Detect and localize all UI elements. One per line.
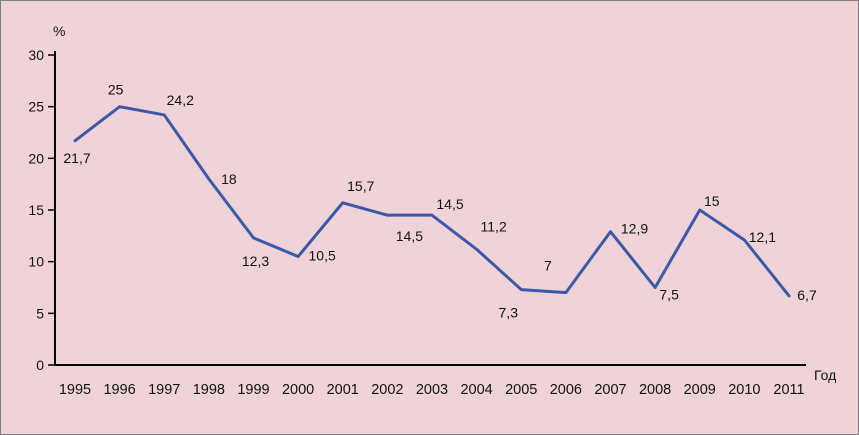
y-tick-label: 15	[28, 202, 44, 218]
point-label: 7,5	[659, 287, 679, 303]
y-axis-title: %	[53, 23, 65, 39]
x-tick-label: 2008	[639, 382, 671, 398]
data-line	[73, 105, 791, 298]
x-tick-label: 2001	[327, 382, 359, 398]
y-tick-label: 25	[28, 99, 44, 115]
point-label: 14,5	[436, 196, 463, 212]
x-tick-label: 2002	[371, 382, 403, 398]
x-tick-label: 1999	[237, 382, 269, 398]
point-label: 18	[221, 171, 237, 187]
point-label: 12,9	[621, 221, 648, 237]
point-label: 24,2	[167, 92, 194, 108]
x-tick-label: 1998	[193, 382, 225, 398]
x-axis-title: Год	[814, 367, 836, 383]
y-tick-label: 30	[28, 47, 44, 63]
point-label: 10,5	[309, 248, 336, 264]
x-tick-label: 1996	[103, 382, 135, 398]
point-label: 11,2	[481, 218, 507, 234]
x-tick-label: 2003	[416, 382, 448, 398]
point-label: 25	[108, 82, 124, 98]
x-tick-label: 2011	[773, 382, 804, 398]
point-label: 21,7	[63, 150, 90, 166]
x-tick-label: 2005	[505, 382, 537, 398]
x-tick-label: 2009	[684, 382, 716, 398]
x-tick-label: 2004	[460, 382, 492, 398]
x-tick-label: 1997	[148, 382, 180, 398]
x-tick-label: 1995	[59, 382, 91, 398]
point-label: 7	[544, 258, 552, 274]
y-tick-label: 0	[36, 357, 44, 373]
x-tick-label: 2000	[282, 382, 314, 398]
point-label: 7,3	[499, 305, 519, 321]
point-label: 12,1	[749, 229, 776, 245]
x-tick-label: 2007	[594, 382, 626, 398]
point-label: 14,5	[396, 228, 423, 244]
x-tick-label: 2006	[550, 382, 582, 398]
y-tick-label: 20	[28, 150, 44, 166]
point-label: 6,7	[797, 287, 817, 303]
point-label: 15,7	[347, 178, 374, 194]
y-tick-label: 5	[36, 305, 44, 321]
x-tick-label: 2010	[728, 382, 760, 398]
y-tick-label: 10	[28, 254, 44, 270]
point-label: 15	[704, 193, 720, 209]
point-label: 12,3	[242, 253, 269, 269]
